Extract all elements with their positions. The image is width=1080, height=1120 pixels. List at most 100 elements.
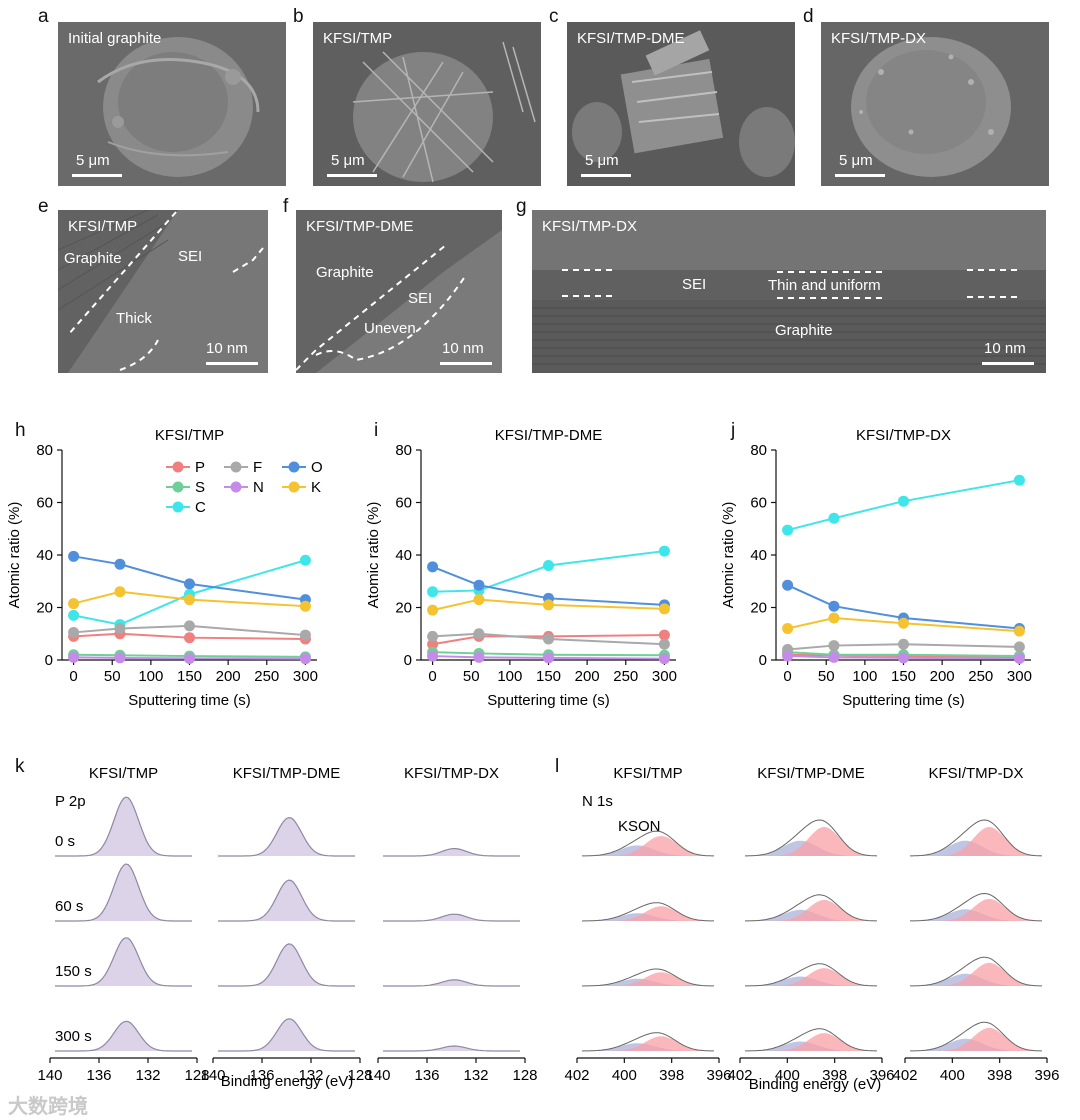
tem-texture <box>58 210 264 373</box>
chart-title: KFSI/TMP-DME <box>495 427 603 444</box>
spectrum-envelope <box>581 968 714 987</box>
data-point-N <box>114 652 126 664</box>
spectrum-fill <box>218 1018 355 1051</box>
x-tick-label: 398 <box>987 1067 1012 1084</box>
data-point-K <box>543 599 554 611</box>
x-tick-label: 50 <box>818 668 835 685</box>
panel-label-k: k <box>15 756 25 777</box>
spectrum-fill <box>218 817 355 856</box>
graphite-label: Graphite <box>316 264 374 281</box>
spectrum-component <box>582 972 714 986</box>
x-tick-label: 402 <box>564 1067 589 1084</box>
data-point-P <box>427 638 439 650</box>
y-tick-label: 40 <box>750 547 767 564</box>
legend-marker-O <box>288 461 300 473</box>
y-tick-label: 80 <box>750 442 767 459</box>
tem-image-kfsi-tmp-dx: KFSI/TMP-DX SEI Thin and uniform Graphit… <box>532 210 1046 373</box>
scale-label: 10 nm <box>206 340 248 357</box>
data-point-F <box>299 629 311 641</box>
spectrum-fill <box>55 1021 192 1051</box>
sei-label: SEI <box>408 290 433 307</box>
spectrum-envelope <box>581 902 714 922</box>
row-label: 60 s <box>55 898 83 915</box>
panel-label-h: h <box>15 420 26 441</box>
sei-note: Thick <box>116 310 152 327</box>
spectrum-fill <box>383 979 520 986</box>
panel-label-l: l <box>555 756 560 777</box>
y-axis-label: Atomic ratio (%) <box>365 502 382 609</box>
data-point-F <box>184 620 195 632</box>
spectrum-line <box>383 979 520 987</box>
series-line-K <box>432 598 665 612</box>
x-axis-label: Sputtering time (s) <box>842 692 965 709</box>
data-point-F <box>543 633 554 645</box>
x-tick-label: 398 <box>659 1067 684 1084</box>
x-tick-label: 0 <box>69 668 77 685</box>
tem-image-kfsi-tmp: KFSI/TMP Graphite SEI Thick 10 nm <box>58 210 268 373</box>
series-line-O <box>432 565 665 606</box>
data-point-N <box>658 653 670 665</box>
y-tick-label: 20 <box>750 600 767 617</box>
spectrum-fill <box>218 880 355 921</box>
tem-texture <box>296 210 502 373</box>
data-point-N <box>184 652 195 664</box>
spectrum-column-title: KFSI/TMP-DX <box>928 765 1023 782</box>
legend-marker-S <box>172 481 184 493</box>
x-tick-label: 402 <box>727 1067 752 1084</box>
panel-title: KFSI/TMP-DX <box>831 30 927 47</box>
spectrum-envelope <box>745 963 877 987</box>
data-point-K <box>658 603 670 615</box>
sei-label: SEI <box>178 248 203 265</box>
panel-label-b: b <box>293 6 304 27</box>
data-point-N <box>473 651 485 663</box>
y-tick-label: 20 <box>395 600 412 617</box>
spectrum-column-title: KFSI/TMP-DME <box>233 765 341 782</box>
row-label: 150 s <box>55 963 92 980</box>
x-axis-label: Binding energy (eV) <box>749 1076 882 1093</box>
sem-image-kfsi-tmp-dme: KFSI/TMP-DME 5 μm <box>567 22 795 186</box>
series-line-N <box>787 655 1020 660</box>
data-point-F <box>114 623 126 634</box>
series-line-C <box>432 550 665 593</box>
y-tick-label: 0 <box>404 652 412 669</box>
legend-marker-C <box>172 501 184 513</box>
data-point-O <box>427 561 439 573</box>
panel-label-d: d <box>803 6 814 27</box>
y-axis-label: Atomic ratio (%) <box>6 502 23 609</box>
scale-label: 5 μm <box>76 152 110 169</box>
spectrum-line <box>218 1018 355 1052</box>
data-point-N <box>1013 652 1025 664</box>
spectrum-fill <box>383 848 520 856</box>
panel-label-a: a <box>38 6 49 27</box>
data-point-C <box>1013 474 1025 486</box>
data-point-F <box>473 628 485 640</box>
x-tick-label: 396 <box>869 1067 894 1084</box>
spectrum-component <box>745 899 877 921</box>
data-point-O <box>184 578 195 590</box>
x-tick-label: 300 <box>293 668 318 685</box>
data-point-N <box>299 653 311 665</box>
spectrum-line <box>218 943 355 987</box>
x-tick-label: 140 <box>37 1067 62 1084</box>
legend-label-C: C <box>195 499 206 516</box>
y-tick-label: 80 <box>395 442 412 459</box>
row-label: 300 s <box>55 1028 92 1045</box>
data-point-C <box>782 524 794 536</box>
spectrum-envelope <box>910 956 1042 987</box>
x-tick-label: 200 <box>575 668 600 685</box>
kson-annotation: KSON <box>618 818 661 835</box>
data-point-N <box>828 651 840 663</box>
data-point-P <box>658 629 670 641</box>
sem-image-kfsi-tmp: KFSI/TMP 5 μm <box>313 22 541 186</box>
series-line-N <box>73 656 306 660</box>
x-axis-label: Sputtering time (s) <box>128 692 251 709</box>
panel-title: KFSI/TMP <box>323 30 393 47</box>
x-tick-label: 200 <box>216 668 241 685</box>
y-axis-label: Atomic ratio (%) <box>720 502 737 609</box>
x-tick-label: 300 <box>652 668 677 685</box>
series-line-O <box>73 555 306 601</box>
legend-label-P: P <box>195 459 205 476</box>
sem-texture <box>851 37 1011 177</box>
series-line-C <box>787 479 1020 532</box>
x-tick-label: 396 <box>706 1067 731 1084</box>
